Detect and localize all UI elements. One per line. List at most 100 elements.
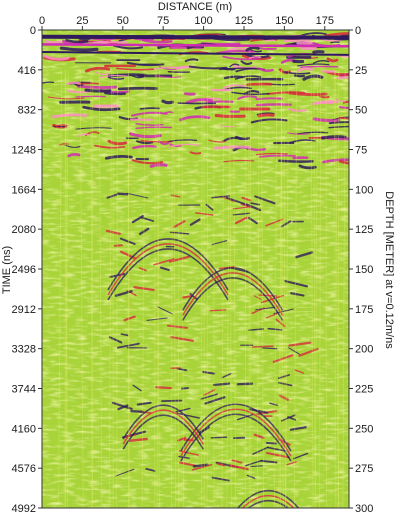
diffraction-hyperbola (241, 495, 295, 508)
reflector-band (136, 401, 152, 406)
trace-streak (141, 69, 146, 508)
reflector-band (220, 124, 235, 128)
trace-streak (283, 69, 286, 508)
reflector-band (119, 237, 136, 245)
reflector-band (250, 118, 288, 124)
trace-streak (233, 69, 237, 508)
reflector-band (136, 140, 154, 145)
reflector-band (209, 309, 227, 312)
reflector-band (234, 75, 262, 80)
reflector-band (146, 317, 168, 321)
reflector-band (286, 461, 297, 466)
reflector-band (236, 413, 254, 421)
reflector-band (280, 220, 292, 228)
reflector-band (179, 461, 197, 467)
x-tick-label: 100 (194, 15, 212, 27)
reflector-band (254, 195, 276, 205)
reflector-band (234, 216, 248, 225)
reflector-band (107, 139, 128, 146)
reflector-band (177, 367, 188, 372)
reflector-band (312, 117, 341, 123)
reflector-band (203, 389, 216, 396)
trace-streak (65, 69, 68, 508)
diffraction-hyperbola (181, 277, 284, 321)
trace-streak (274, 69, 278, 508)
reflector-band (287, 107, 307, 112)
reflector-band (47, 96, 85, 100)
reflector-band (247, 216, 258, 225)
trace-streak (248, 69, 250, 508)
trace-streak (310, 69, 314, 508)
reflector-band (106, 193, 118, 199)
reflector-band (85, 66, 111, 73)
reflector-band (77, 84, 117, 89)
reflector-band (265, 441, 277, 445)
trace-streak (278, 69, 282, 508)
y-tick-label: 2496 (12, 264, 36, 276)
x-tick-label: 75 (157, 15, 169, 27)
reflector-band (182, 295, 193, 299)
reflector-band (222, 55, 261, 61)
reflector-band (139, 107, 161, 110)
reflector-band (257, 67, 274, 72)
reflector-band (208, 139, 227, 143)
reflector-band (289, 426, 307, 431)
reflector-band (95, 71, 110, 76)
reflector-band (240, 60, 253, 66)
reflector-band (222, 67, 236, 71)
y-tick-label: 4160 (12, 423, 36, 435)
reflector-band (123, 315, 136, 322)
reflector-band (75, 95, 106, 98)
reflector-band (128, 132, 162, 139)
reflector-band (298, 347, 319, 357)
diffraction-hyperbola (236, 490, 300, 508)
reflector-band (297, 63, 330, 67)
reflector-band (78, 133, 90, 137)
trace-streak (91, 69, 94, 508)
y-tick-label: 1664 (12, 184, 36, 196)
reflector-band (296, 131, 329, 135)
reflector-band (293, 452, 309, 460)
y-tick-label: 3744 (12, 384, 36, 396)
trace-streak (281, 69, 284, 508)
reflector-band (338, 159, 349, 165)
reflector-band (131, 159, 164, 165)
trace-streak (156, 69, 161, 508)
reflector-band (256, 103, 292, 107)
reflector-band (67, 152, 81, 158)
y-tick-label: 4992 (12, 503, 36, 515)
y-tick-label: 3328 (12, 344, 36, 356)
reflector-band (185, 98, 213, 104)
reflector-band (214, 114, 246, 118)
reflector-band (176, 412, 200, 419)
reflector-band (138, 267, 147, 272)
trace-streak (203, 69, 206, 508)
trace-streak (181, 69, 185, 508)
trace-streak (280, 69, 283, 508)
reflector-band (64, 144, 81, 148)
trace-streak (79, 69, 84, 508)
trace-streak (314, 69, 318, 508)
surface-reflection (42, 34, 349, 40)
trace-streak (127, 69, 130, 508)
reflector-band (259, 154, 296, 158)
trace-streak (221, 69, 225, 508)
reflector-band (132, 384, 142, 392)
reflector-band (261, 347, 278, 350)
x-tick-label: 150 (275, 15, 293, 27)
y-tick-label: 0 (30, 25, 36, 37)
reflector-band (342, 100, 349, 104)
reflector-band (189, 218, 201, 226)
y2-tick-label: 200 (355, 344, 373, 356)
reflector-band (210, 436, 228, 439)
trace-streak (285, 69, 289, 508)
reflector-band (175, 407, 191, 413)
reflector-band (294, 74, 306, 78)
reflector-band (287, 91, 328, 97)
reflector-band (266, 452, 290, 459)
reflector-band (326, 57, 339, 63)
diffraction-hyperbola (107, 248, 229, 301)
y2-tick-label: 50 (355, 105, 367, 117)
reflector-band (288, 341, 312, 347)
